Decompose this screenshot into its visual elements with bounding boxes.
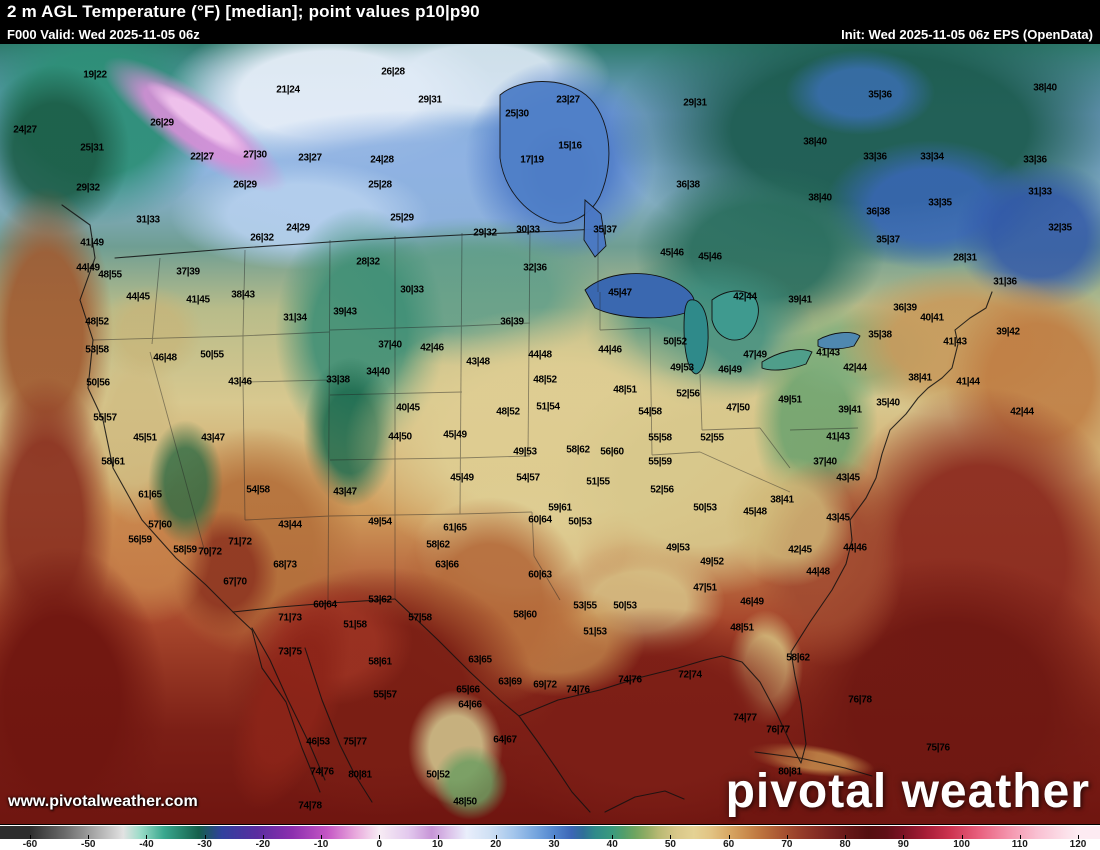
- temperature-region: [415, 470, 625, 620]
- temperature-region: [0, 187, 113, 477]
- temperature-region: [555, 547, 725, 657]
- colorbar-tick-label: 80: [839, 839, 851, 850]
- colorbar-tick-label: -60: [22, 839, 38, 850]
- map-title: 2 m AGL Temperature (°F) [median]; point…: [7, 2, 480, 21]
- colorbar-tick: [670, 835, 672, 839]
- temperature-region: [87, 339, 183, 525]
- colorbar-tick-label: 110: [1011, 839, 1028, 850]
- temperature-region: [432, 744, 508, 820]
- colorbar-tick: [728, 835, 730, 839]
- temperature-region: [727, 609, 803, 725]
- colorbar-tick: [903, 835, 905, 839]
- subtitle-bar: F000 Valid: Wed 2025-11-05 06z Init: Wed…: [0, 24, 1100, 44]
- temperature-region: [302, 357, 398, 507]
- temperature-region: [247, 579, 413, 705]
- temperature-region: [520, 127, 600, 217]
- colorbar-tick: [204, 835, 206, 839]
- title-bar: 2 m AGL Temperature (°F) [median]; point…: [0, 0, 1100, 24]
- valid-time-label: F000 Valid: Wed 2025-11-05 06z: [7, 26, 200, 42]
- temperature-region: [945, 277, 1100, 487]
- colorbar-tick: [88, 835, 90, 839]
- temperature-region: [825, 387, 1100, 737]
- temperature-region: [825, 140, 1035, 270]
- temperature-region: [725, 457, 855, 587]
- temperature-region: [770, 304, 940, 400]
- temperature-region: [785, 49, 935, 135]
- colorbar-tick-label: 50: [664, 839, 676, 850]
- temperature-region: [150, 427, 360, 657]
- temperature-region: [0, 377, 113, 667]
- temperature-region: [87, 459, 213, 625]
- temperature-region: [225, 567, 535, 817]
- colorbar-tick-label: 70: [781, 839, 793, 850]
- colorbar-tick: [961, 835, 963, 839]
- colorbar-tick-label: 0: [376, 839, 383, 850]
- temperature-region: [275, 207, 445, 457]
- temperature-region: [165, 44, 495, 175]
- temperature-region: [180, 110, 660, 260]
- temperature-region: [0, 44, 225, 225]
- temperature-region: [465, 60, 655, 260]
- colorbar-tick: [146, 835, 148, 839]
- colorbar-tick-label: -20: [255, 839, 271, 850]
- colorbar-gradient: [0, 826, 1100, 839]
- temperature-region: [835, 267, 1085, 417]
- temperature-region: [407, 689, 503, 805]
- colorbar-tick: [321, 835, 323, 839]
- temperature-region: [475, 587, 645, 697]
- temperature-region: [752, 329, 878, 515]
- temperature-region: [585, 257, 815, 407]
- colorbar-tick: [845, 835, 847, 839]
- temperature-region: [97, 284, 203, 380]
- temperature-region: [325, 217, 615, 367]
- colorbar-tick: [437, 835, 439, 839]
- colorbar-tick-label: -40: [139, 839, 154, 850]
- colorbar-tick: [495, 835, 497, 839]
- colorbar-tick-label: -10: [313, 839, 329, 850]
- temperature-region: [172, 509, 278, 635]
- colorbar-tick-label: 90: [897, 839, 909, 850]
- temperature-field: [0, 44, 1100, 824]
- temperature-region: [0, 547, 167, 824]
- temperature-region: [0, 65, 130, 235]
- temperature-region: [755, 457, 905, 667]
- colorbar-tick-label: 100: [953, 839, 970, 850]
- colorbar-tick-label: 30: [548, 839, 560, 850]
- colorbar-tick-label: 10: [431, 839, 444, 850]
- temperature-region: [395, 497, 585, 707]
- colorbar-tick-label: 20: [490, 839, 502, 850]
- colorbar-tick: [262, 835, 264, 839]
- colorbar-tick: [612, 835, 614, 839]
- colorbar-tick-label: 40: [606, 839, 618, 850]
- temperature-region: [555, 367, 845, 597]
- colorbar: -60 -50 -40 -30 -20 -10 0 10 20 30 40 50 60 70 80 90 100…: [0, 824, 1100, 850]
- colorbar-tick-label: -30: [197, 839, 212, 850]
- colorbar-tick: [1019, 835, 1021, 839]
- colorbar-tick: [786, 835, 788, 839]
- temperature-region: [147, 419, 223, 545]
- website-watermark: www.pivotalweather.com: [8, 793, 198, 810]
- colorbar-tick-label: 120: [1069, 839, 1087, 850]
- temperature-region: [206, 580, 374, 824]
- colorbar-tick: [1078, 835, 1079, 839]
- colorbar-tick-label: 60: [723, 839, 735, 850]
- temperature-region: [345, 307, 775, 577]
- temperature-region: [87, 44, 303, 214]
- temperature-region: [170, 160, 430, 270]
- colorbar-tick: [554, 835, 555, 839]
- colorbar-tick: [379, 835, 381, 839]
- init-time-label: Init: Wed 2025-11-05 06z EPS (OpenData): [841, 26, 1093, 42]
- colorbar-tick-label: -50: [80, 839, 96, 850]
- temperature-region: [610, 44, 1100, 265]
- brand-watermark: pivotal weather: [725, 765, 1090, 818]
- temperature-region: [138, 71, 262, 169]
- temperature-region: [955, 160, 1100, 310]
- colorbar-tick: [30, 835, 31, 839]
- temperature-region: [635, 167, 885, 337]
- temperature-region: [350, 44, 610, 130]
